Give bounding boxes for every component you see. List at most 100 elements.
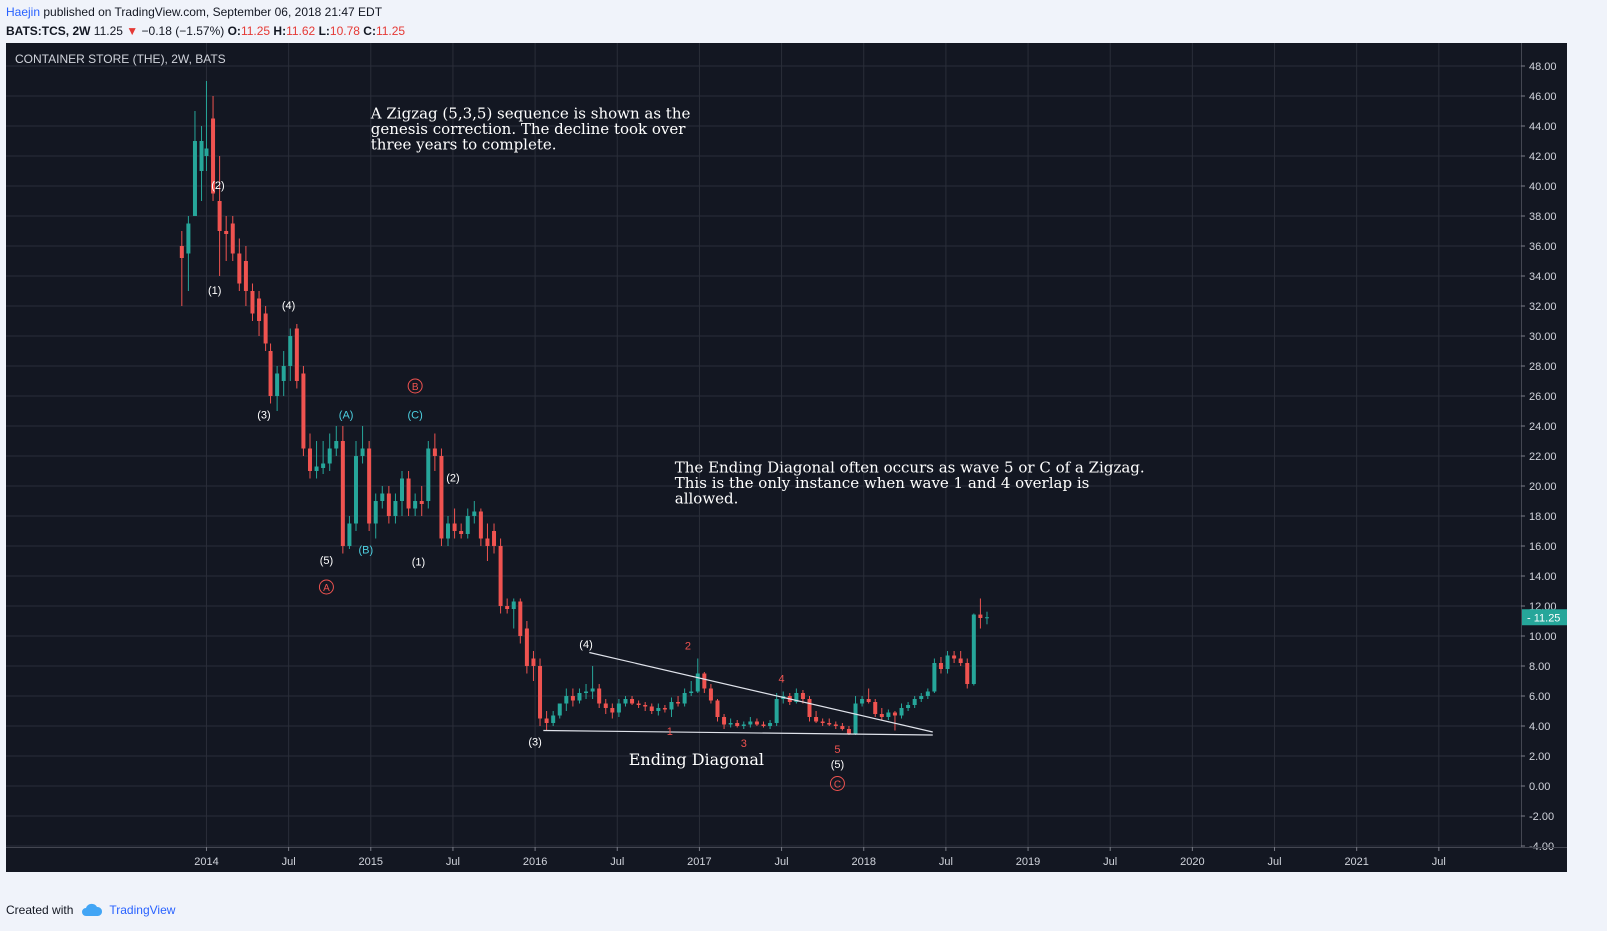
candle-body [768, 723, 773, 726]
candle-body [250, 291, 255, 314]
wave-label: (3) [528, 737, 541, 749]
wave-label: (5) [320, 555, 333, 567]
candle-body [827, 723, 832, 725]
candle-body [432, 448, 437, 456]
price-axis[interactable]: 48.00 46.00 44.00 42.00 40.00 38.00 36.00 34.00… [1521, 43, 1567, 872]
high-value: 11.62 [286, 24, 316, 38]
wave-label: 1 [667, 726, 673, 738]
open-value: 11.25 [240, 24, 271, 38]
trendline [589, 651, 933, 733]
chart-background [6, 43, 1567, 872]
candle-body [426, 448, 431, 501]
candle-body [978, 614, 983, 618]
candle-body [853, 703, 858, 734]
candle-body [906, 705, 911, 708]
wave-labels: (2) (1) (4) (3) (5) A (A) (B) B (C) (2) (1) (3) (4) 2 1… [208, 180, 845, 791]
y-tick-label: 30.00 [1529, 331, 1557, 343]
candle-body [307, 448, 312, 471]
note-text: genesis correction. The decline took ove… [371, 120, 687, 138]
candle-body [243, 261, 248, 291]
candle-body [275, 373, 280, 396]
time-axis[interactable]: 2014 Jul 2015 Jul 2016 Jul 2017 Jul 2018 Jul 2019 J… [6, 847, 1567, 868]
tradingview-cloud-icon [82, 903, 103, 916]
candle-body [984, 617, 989, 619]
y-tick-label: -2.00 [1529, 811, 1554, 823]
candle-body [833, 724, 838, 726]
y-tick-label: 18.00 [1529, 511, 1557, 523]
wave-label: 5 [834, 744, 840, 756]
wave-label: (5) [831, 759, 844, 771]
x-tick-label: 2018 [851, 856, 875, 868]
candle-body [590, 688, 595, 692]
notes: A Zigzag (5,3,5) sequence is shown as th… [370, 105, 1145, 770]
candle-body [199, 141, 204, 171]
y-tick-label: 44.00 [1529, 121, 1557, 133]
candle-body [380, 493, 385, 501]
x-tick-label: 2016 [523, 856, 547, 868]
low-label: L: [318, 24, 330, 38]
x-tick-label: Jul [1103, 856, 1117, 868]
candle-body [846, 729, 851, 734]
candle-body [945, 655, 950, 669]
y-tick-label: 4.00 [1529, 721, 1550, 733]
change-value: −0.18 (−1.57%) [141, 24, 225, 38]
candle-body [879, 714, 884, 717]
candle-body [912, 699, 917, 705]
y-tick-label: 46.00 [1529, 91, 1557, 103]
candle-body [321, 463, 326, 468]
candle-body [217, 201, 222, 231]
candle-body [538, 666, 543, 719]
chart-title: CONTAINER STORE (THE), 2W, BATS [15, 52, 226, 66]
y-tick-label: 36.00 [1529, 241, 1557, 253]
candle-body [866, 699, 871, 702]
candle-body [211, 118, 216, 194]
candle-body [952, 655, 957, 659]
candle-body [465, 516, 470, 534]
symbol-label: BATS:TCS, 2W [6, 24, 91, 38]
candle-body [347, 523, 352, 546]
trendlines [543, 651, 933, 736]
candle-body [741, 724, 746, 726]
candle-body [971, 614, 976, 684]
wave-label: 3 [741, 738, 747, 750]
candle-body [715, 700, 720, 717]
y-tick-label: 24.00 [1529, 421, 1557, 433]
author-link[interactable]: Haejin [6, 5, 41, 19]
close-value: 11.25 [375, 24, 406, 38]
wave-label: (2) [211, 180, 224, 192]
candle-body [204, 148, 209, 156]
y-tick-label: 2.00 [1529, 751, 1550, 763]
candle-body [932, 663, 937, 692]
candlestick-chart[interactable]: CONTAINER STORE (THE), 2W, BATS (2) (1) (4… [6, 43, 1567, 872]
y-tick-label: 42.00 [1529, 151, 1557, 163]
candle-body [820, 721, 825, 723]
y-tick-label: 10.00 [1529, 631, 1557, 643]
candle-body [446, 523, 451, 539]
low-value: 10.78 [329, 24, 360, 38]
y-tick-label: 6.00 [1529, 691, 1550, 703]
candle-body [400, 478, 405, 501]
wave-label-circle [318, 579, 334, 595]
y-tick-label: 14.00 [1529, 571, 1557, 583]
candle-body [263, 313, 268, 344]
candle-body [367, 448, 372, 524]
wave-label: 4 [779, 674, 785, 686]
chart-area[interactable]: CONTAINER STORE (THE), 2W, BATS (2) (1) (4… [6, 43, 1567, 872]
tradingview-link[interactable]: TradingView [109, 903, 176, 917]
y-tick-label: 38.00 [1529, 211, 1557, 223]
y-tick-label: 26.00 [1529, 391, 1557, 403]
candle-body [301, 373, 306, 449]
y-tick-label: 32.00 [1529, 301, 1557, 313]
x-tick-label: 2020 [1180, 856, 1204, 868]
wave-label: (1) [412, 557, 425, 569]
candle-body [636, 703, 641, 705]
high-label: H: [273, 24, 287, 38]
candle-body [662, 708, 667, 710]
note-text: This is the only instance when wave 1 an… [675, 474, 1090, 492]
candle-body [886, 712, 891, 717]
candle-body [722, 717, 727, 725]
y-tick-label: 48.00 [1529, 61, 1557, 73]
x-tick-label: 2019 [1016, 856, 1040, 868]
y-tick-label: 20.00 [1529, 481, 1557, 493]
x-tick-label: Jul [446, 856, 460, 868]
